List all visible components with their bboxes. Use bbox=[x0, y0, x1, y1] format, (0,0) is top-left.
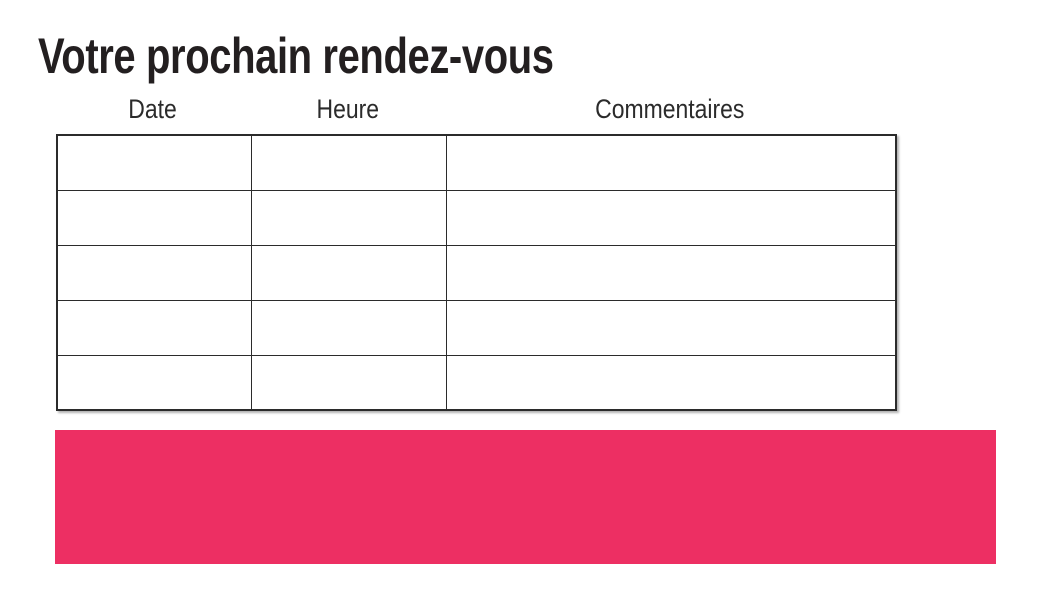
table-cell bbox=[445, 189, 897, 246]
table-cell bbox=[445, 299, 897, 356]
table-header-row: Date Heure Commentaires bbox=[56, 93, 895, 125]
table-cell bbox=[250, 244, 447, 301]
appointments-table bbox=[56, 134, 897, 411]
table-row bbox=[56, 299, 897, 356]
table-cell bbox=[250, 354, 447, 411]
table-row bbox=[56, 354, 897, 411]
table-cell bbox=[56, 189, 252, 246]
table-cell bbox=[56, 244, 252, 301]
table-body bbox=[56, 134, 897, 411]
table-row bbox=[56, 134, 897, 191]
column-header-date: Date bbox=[128, 94, 178, 124]
table-cell bbox=[56, 354, 252, 411]
column-header-heure: Heure bbox=[316, 94, 379, 124]
table-row bbox=[56, 189, 897, 246]
table-cell bbox=[56, 299, 252, 356]
table-cell bbox=[445, 244, 897, 301]
pink-banner bbox=[55, 430, 996, 564]
table-cell bbox=[56, 134, 252, 191]
table-cell bbox=[445, 134, 897, 191]
table-cell bbox=[250, 134, 447, 191]
table-cell bbox=[445, 354, 897, 411]
table-cell bbox=[250, 299, 447, 356]
table-cell bbox=[250, 189, 447, 246]
column-header-commentaires: Commentaires bbox=[595, 94, 745, 124]
table-row bbox=[56, 244, 897, 301]
page-title: Votre prochain rendez-vous bbox=[38, 28, 554, 84]
